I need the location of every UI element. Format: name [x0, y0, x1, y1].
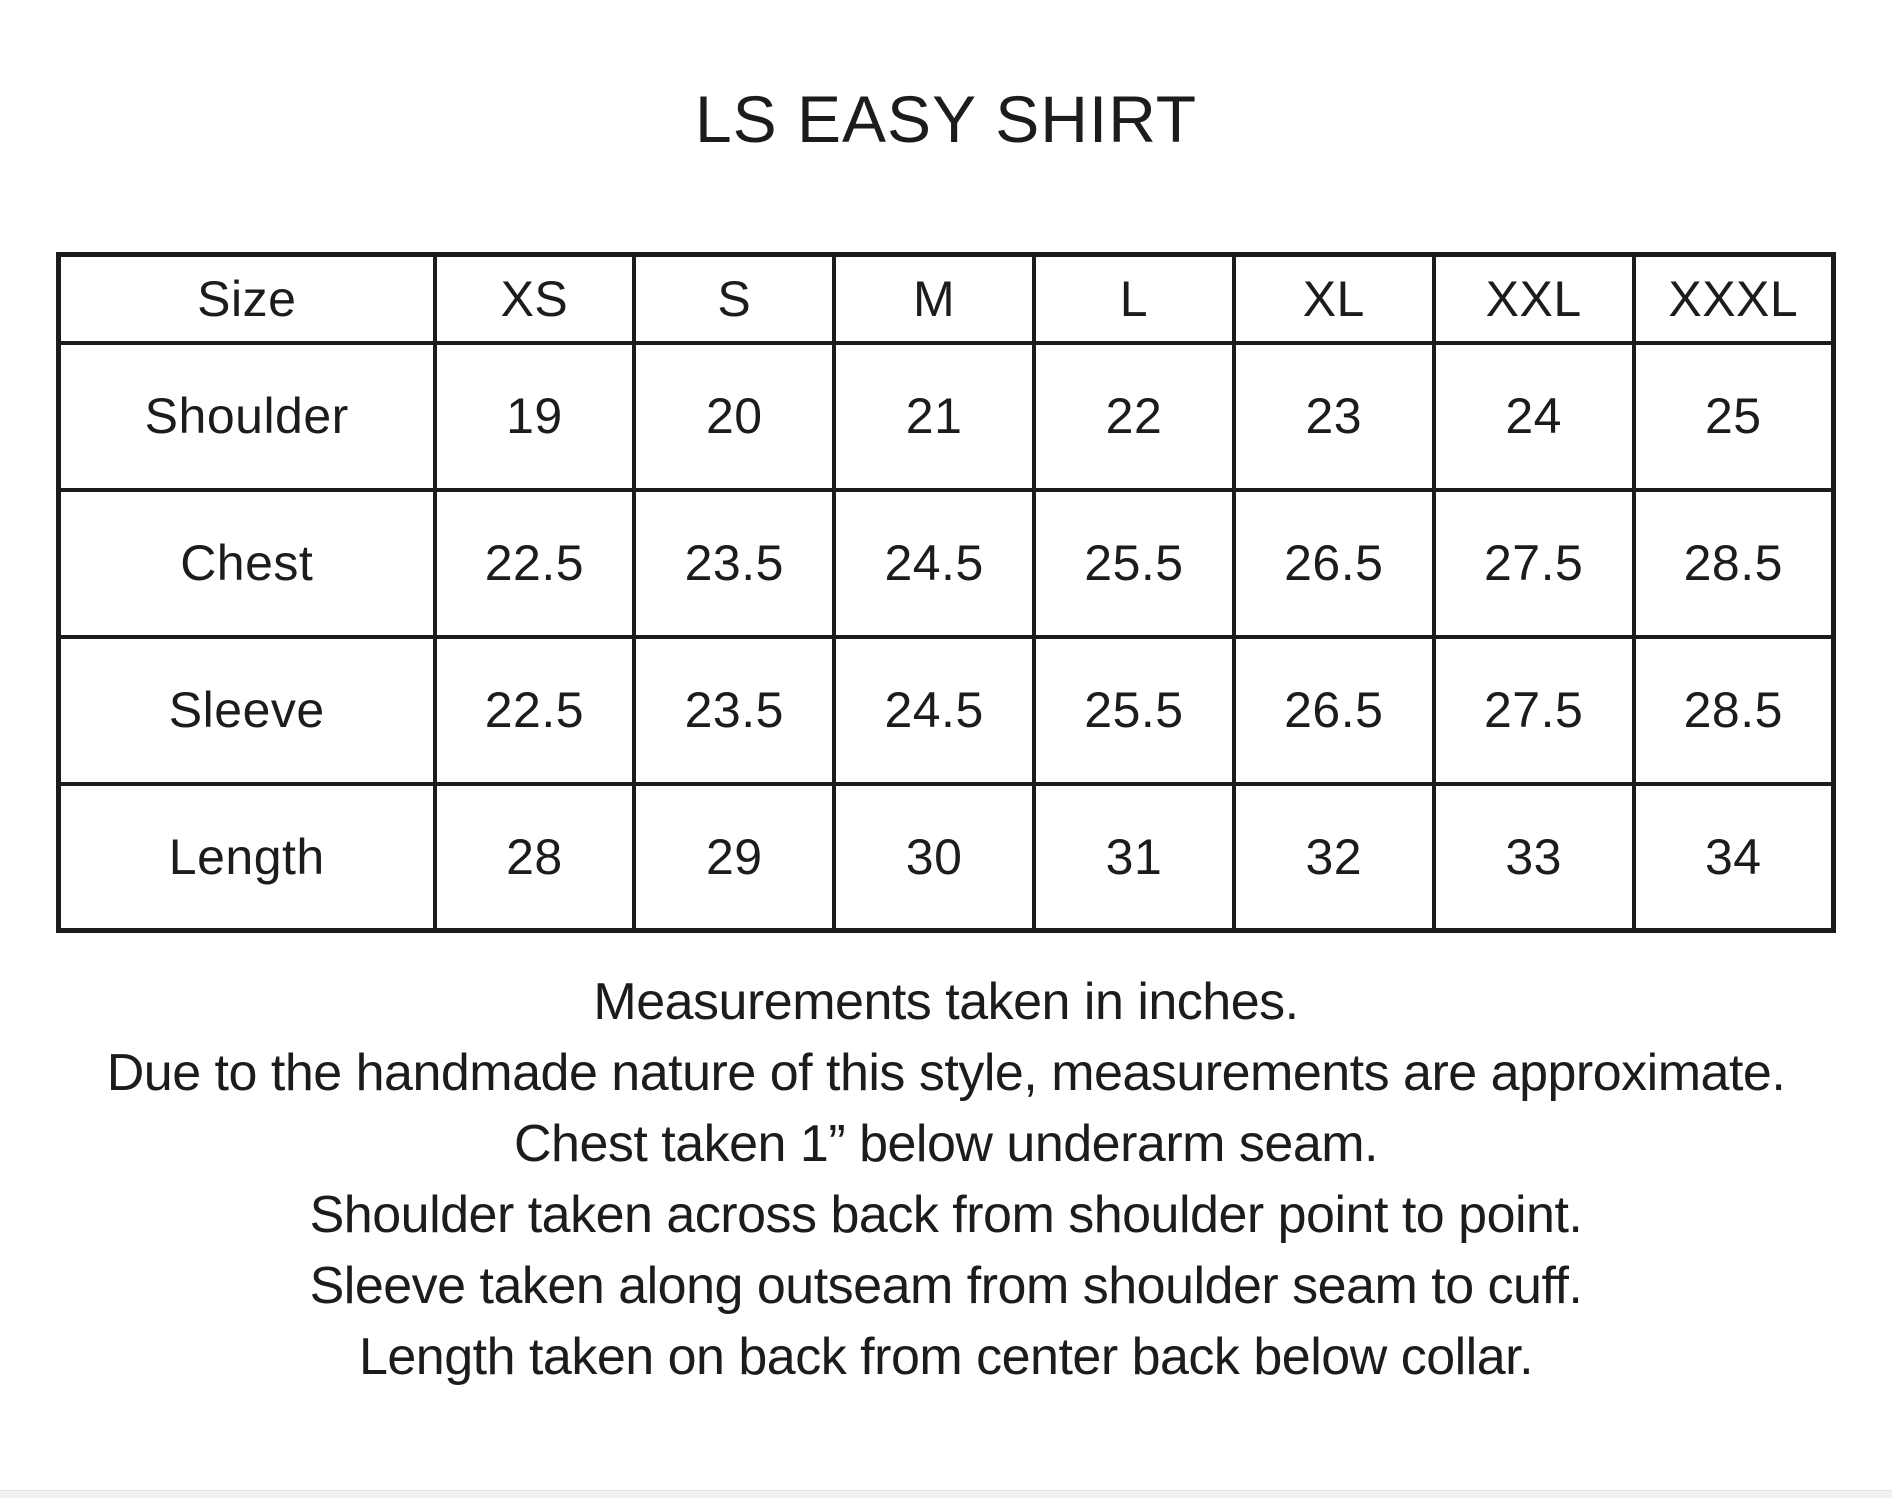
header-cell-xxxl: XXXL [1631, 252, 1836, 345]
note-line: Length taken on back from center back be… [358, 1328, 1534, 1386]
value-cell: 21 [832, 340, 1037, 492]
note-line: Shoulder taken across back from shoulder… [309, 1186, 1583, 1244]
header-cell-xs: XS [432, 252, 637, 345]
note-line: Due to the handmade nature of this style… [106, 1044, 1786, 1102]
note-line: Chest taken 1” below underarm seam. [513, 1115, 1379, 1173]
table-row-chest: Chest 22.5 23.5 24.5 25.5 26.5 27.5 28.5 [56, 487, 1836, 639]
value-cell: 22.5 [432, 634, 637, 786]
page-title: LS EASY SHIRT [694, 82, 1198, 156]
value-cell: 31 [1032, 781, 1236, 933]
row-label-length: Length [56, 781, 437, 933]
value-cell: 28 [432, 781, 637, 933]
header-cell-m: M [832, 252, 1037, 345]
value-cell: 27.5 [1431, 634, 1636, 786]
header-cell-l: L [1032, 252, 1236, 345]
value-cell: 22 [1032, 340, 1236, 492]
value-cell: 32 [1231, 781, 1436, 933]
value-cell: 24 [1431, 340, 1636, 492]
row-label-shoulder: Shoulder [56, 340, 437, 492]
value-cell: 28.5 [1631, 487, 1836, 639]
measurement-notes: Measurements taken in inches. Due to the… [0, 967, 1892, 1393]
row-label-chest: Chest [56, 487, 437, 639]
bottom-strip [0, 1490, 1892, 1498]
value-cell: 23 [1231, 340, 1436, 492]
header-cell-size: Size [56, 252, 437, 345]
value-cell: 27.5 [1431, 487, 1636, 639]
value-cell: 23.5 [632, 487, 837, 639]
value-cell: 22.5 [432, 487, 637, 639]
value-cell: 25 [1631, 340, 1836, 492]
table-row-length: Length 28 29 30 31 32 33 34 [56, 781, 1836, 933]
value-cell: 28.5 [1631, 634, 1836, 786]
value-cell: 24.5 [832, 634, 1037, 786]
table-row-sleeve: Sleeve 22.5 23.5 24.5 25.5 26.5 27.5 28.… [56, 634, 1836, 786]
header-cell-s: S [632, 252, 837, 345]
size-chart-table: Size XS S M L XL XXL XXXL Shoulder 19 20… [56, 252, 1836, 933]
value-cell: 29 [632, 781, 837, 933]
value-cell: 20 [632, 340, 837, 492]
table-row-shoulder: Shoulder 19 20 21 22 23 24 25 [56, 340, 1836, 492]
value-cell: 25.5 [1032, 634, 1236, 786]
value-cell: 19 [432, 340, 637, 492]
note-line: Sleeve taken along outseam from shoulder… [309, 1257, 1583, 1315]
size-chart-page: LS EASY SHIRT Size XS S M L XL XXL XXXL … [0, 86, 1892, 1393]
header-cell-xl: XL [1231, 252, 1436, 345]
row-label-sleeve: Sleeve [56, 634, 437, 786]
value-cell: 26.5 [1231, 634, 1436, 786]
value-cell: 26.5 [1231, 487, 1436, 639]
value-cell: 23.5 [632, 634, 837, 786]
value-cell: 30 [832, 781, 1037, 933]
note-line: Measurements taken in inches. [593, 973, 1299, 1031]
header-cell-xxl: XXL [1431, 252, 1636, 345]
value-cell: 24.5 [832, 487, 1037, 639]
value-cell: 25.5 [1032, 487, 1236, 639]
value-cell: 34 [1631, 781, 1836, 933]
table-header-row: Size XS S M L XL XXL XXXL [56, 252, 1836, 345]
value-cell: 33 [1431, 781, 1636, 933]
